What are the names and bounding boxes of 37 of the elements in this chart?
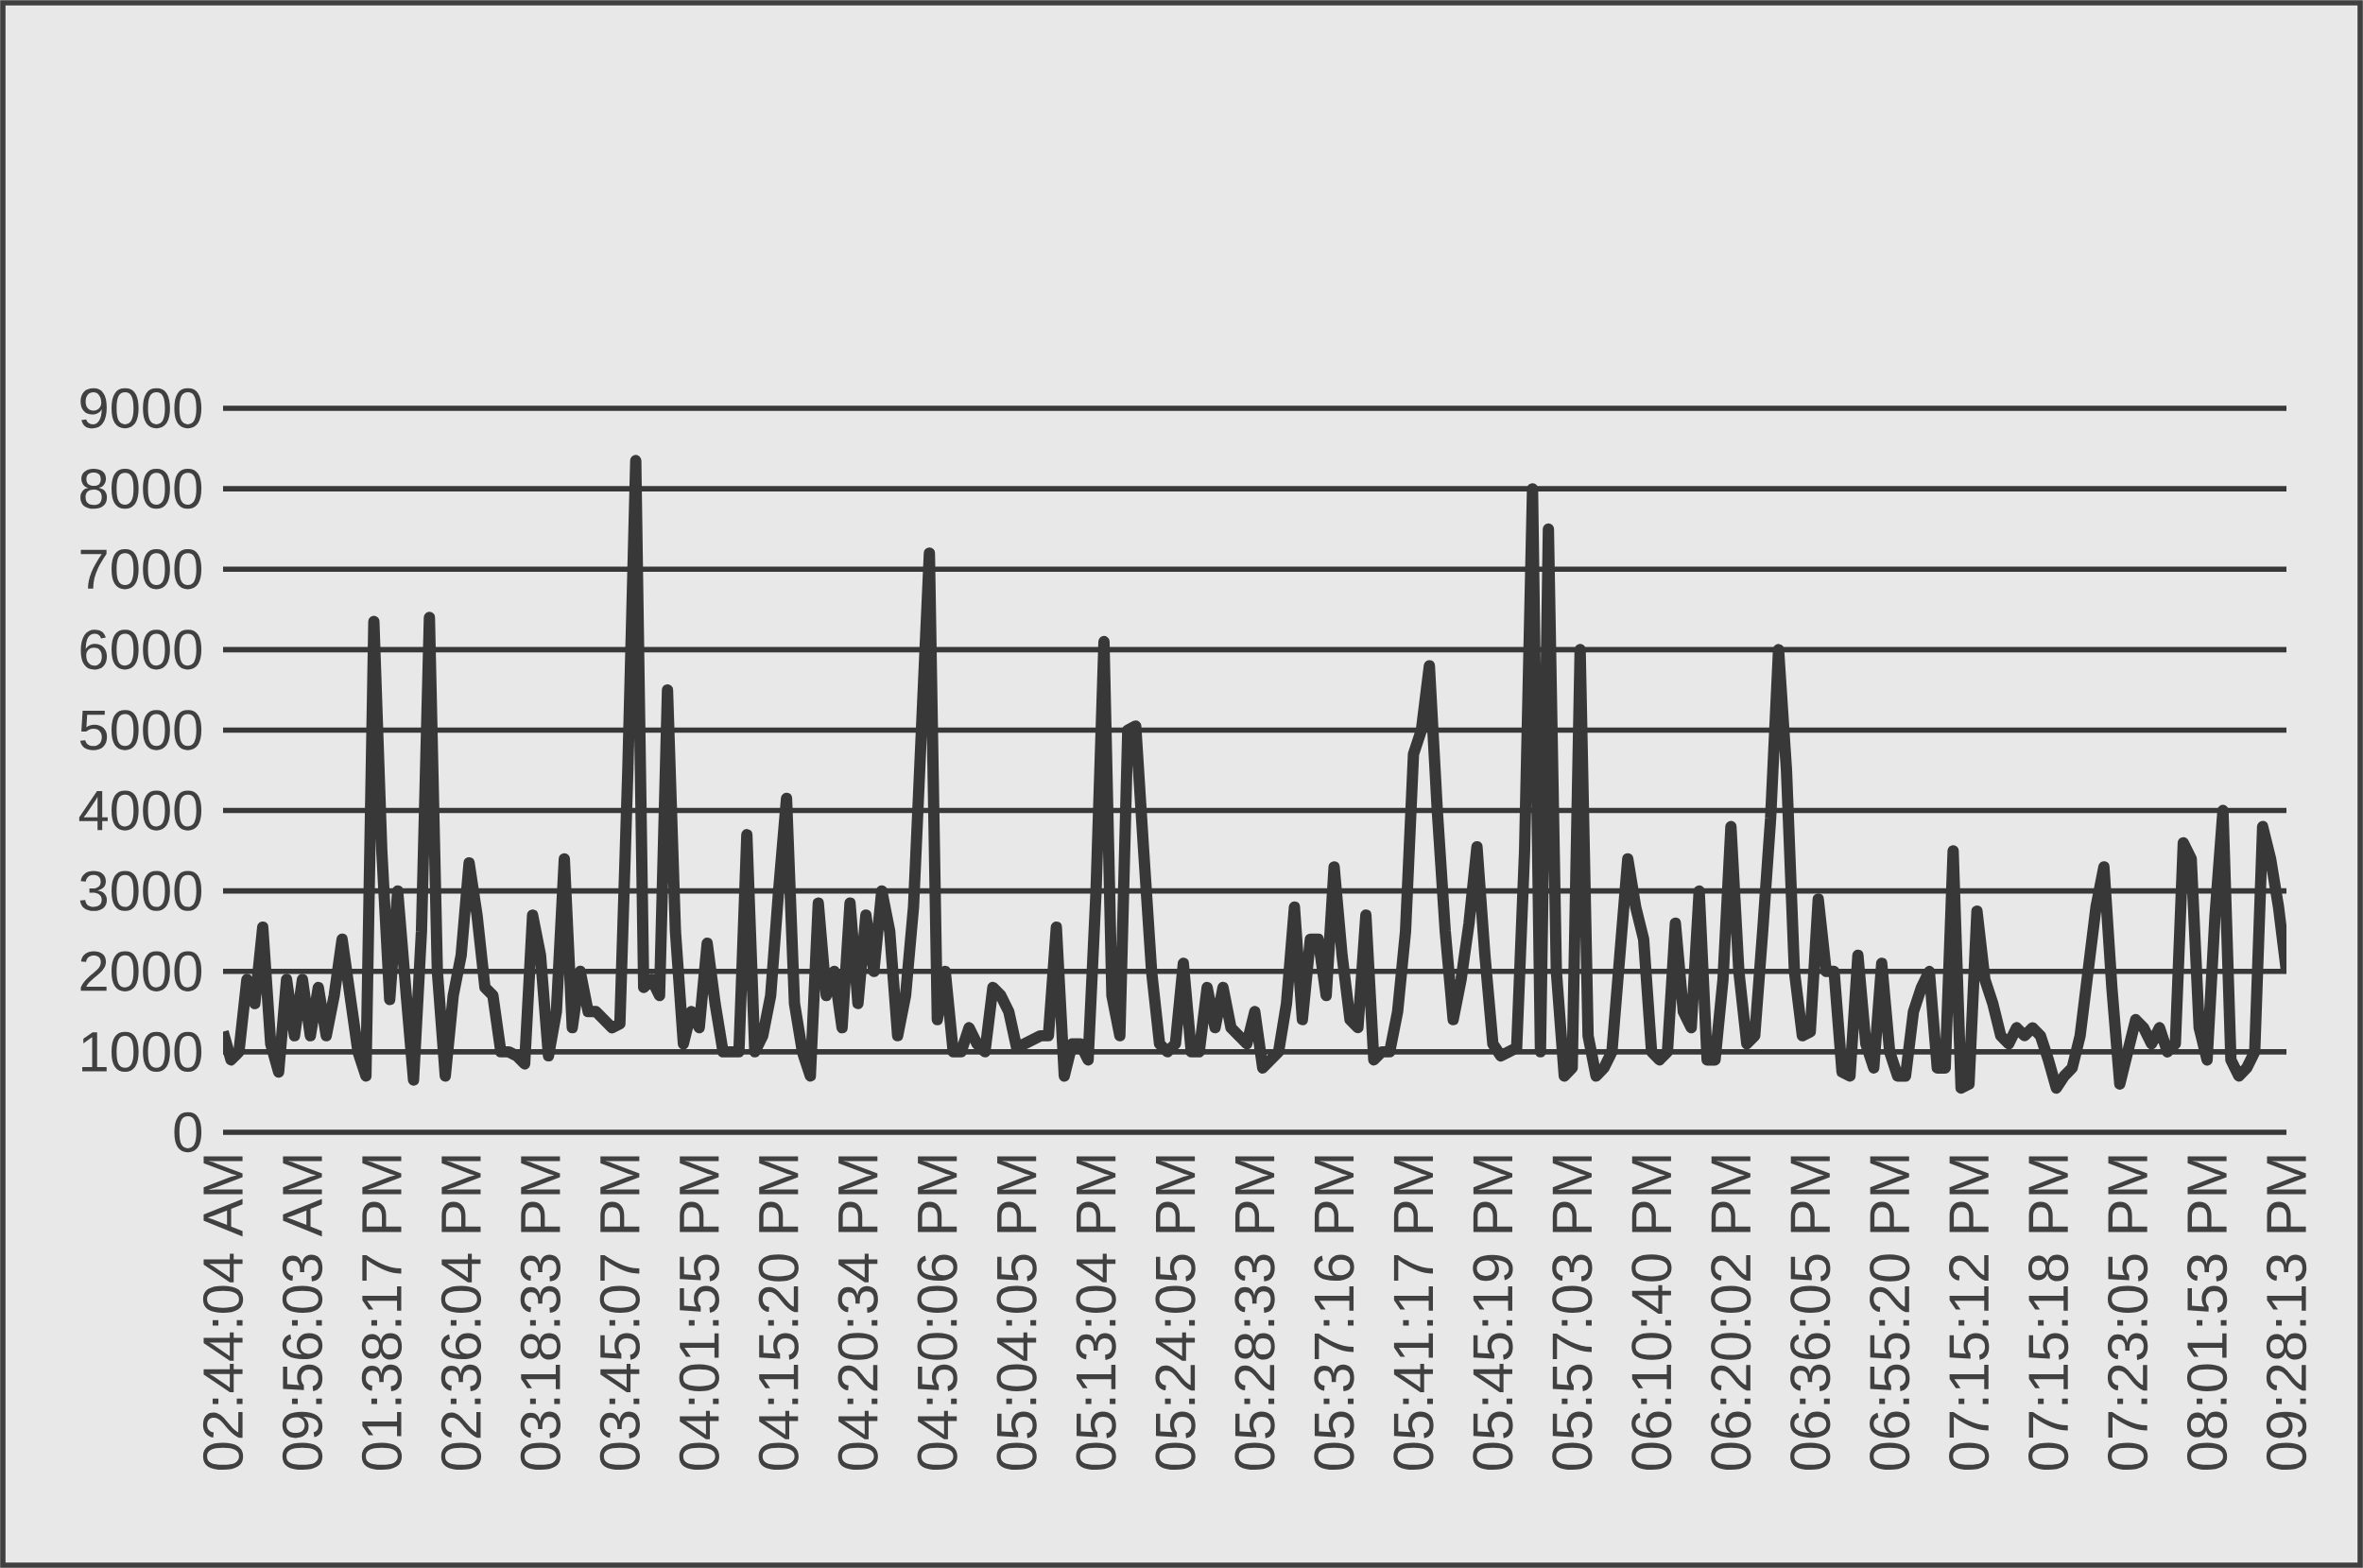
x-tick-label: 05:41:17 PM — [1393, 1156, 1434, 1471]
y-tick-label: 2000 — [80, 951, 202, 991]
x-tick-label: 05:45:19 PM — [1473, 1156, 1513, 1471]
x-tick-label: 06:10:40 PM — [1631, 1156, 1672, 1471]
x-tick-label: 08:01:53 PM — [2186, 1156, 2228, 1471]
x-tick-label: 06:36:05 PM — [1790, 1156, 1831, 1471]
y-tick-label: 9000 — [80, 388, 202, 429]
x-tick-label: 07:15:18 PM — [2027, 1156, 2069, 1471]
x-tick-label: 03:45:07 PM — [599, 1156, 640, 1471]
x-tick-label: 01:38:17 PM — [361, 1156, 403, 1471]
y-tick-label: 3000 — [79, 870, 202, 911]
x-tick-label: 07:15:12 PM — [1949, 1156, 1990, 1471]
x-tick-label: 09:28:13 PM — [2266, 1156, 2307, 1471]
x-tick-label: 03:18:33 PM — [520, 1156, 561, 1471]
x-tick-label: 04:50:06 PM — [917, 1156, 957, 1471]
y-tick-label: 7000 — [80, 549, 202, 590]
x-tick-label: 04:20:34 PM — [837, 1156, 878, 1471]
x-tick-label: 05:24:05 PM — [1155, 1156, 1196, 1471]
y-tick-label: 4000 — [78, 790, 202, 831]
y-tick-label: 5000 — [79, 710, 202, 750]
x-tick-label: 05:28:33 PM — [1234, 1156, 1275, 1471]
x-tick-label: 06:55:20 PM — [1870, 1156, 1910, 1471]
x-tick-label: 06:20:02 PM — [1711, 1156, 1751, 1471]
y-tick-label: 8000 — [80, 468, 202, 509]
y-tick-label: 0 — [174, 1111, 202, 1153]
x-tick-label: 05:13:04 PM — [1076, 1156, 1116, 1471]
x-tick-label: 05:04:05 PM — [996, 1156, 1037, 1471]
y-tick-label: 1000 — [82, 1031, 202, 1073]
x-tick-label: 02:36:04 PM — [440, 1156, 482, 1471]
x-tick-label: 05:57:03 PM — [1552, 1156, 1593, 1471]
y-tick-label: 6000 — [80, 629, 202, 670]
x-tick-label: 09:56:03 AM — [282, 1156, 323, 1471]
x-tick-label: 05:37:16 PM — [1314, 1156, 1354, 1471]
x-tick-label: 07:23:05 PM — [2107, 1156, 2148, 1471]
x-tick-label: 04:15:20 PM — [758, 1156, 799, 1471]
x-tick-label: 04:01:55 PM — [679, 1156, 719, 1471]
x-tick-label: 02:44:04 AM — [202, 1156, 244, 1471]
